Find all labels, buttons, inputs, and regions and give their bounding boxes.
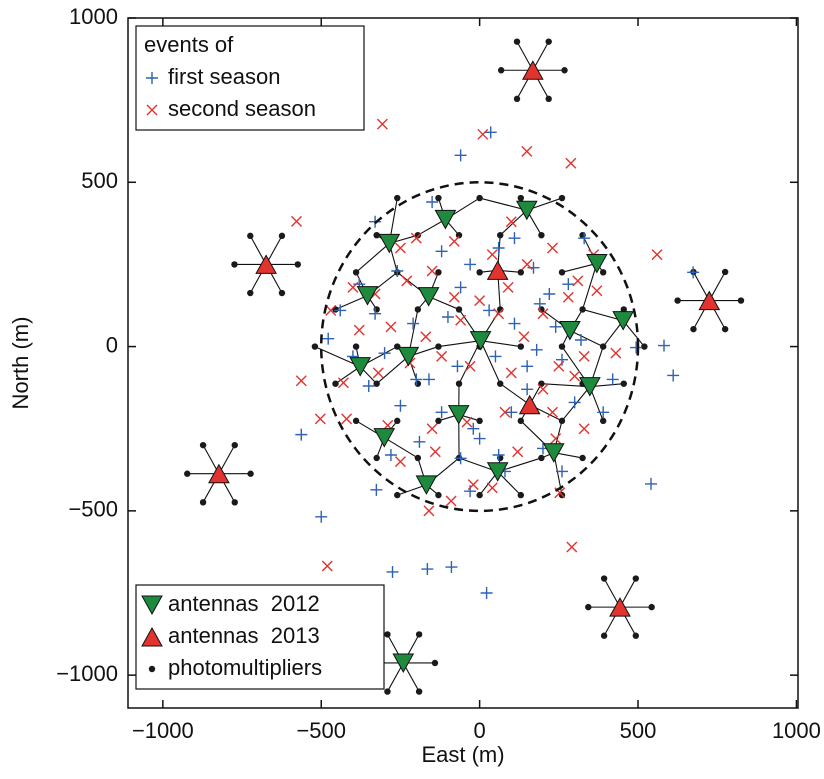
data-point bbox=[415, 306, 421, 312]
data-point bbox=[232, 442, 238, 448]
x-tick-label: 1000 bbox=[772, 718, 821, 743]
data-point bbox=[518, 418, 524, 424]
data-point bbox=[579, 455, 585, 461]
data-point bbox=[738, 297, 744, 303]
data-point bbox=[538, 455, 544, 461]
x-tick-label: 0 bbox=[474, 718, 486, 743]
data-point bbox=[476, 269, 482, 275]
data-point bbox=[600, 418, 606, 424]
legend-marker bbox=[149, 666, 155, 672]
data-point bbox=[415, 455, 421, 461]
data-point bbox=[200, 442, 206, 448]
x-tick-label: −500 bbox=[296, 718, 346, 743]
data-point bbox=[456, 381, 462, 387]
legend-label: first season bbox=[168, 64, 281, 89]
data-point bbox=[545, 38, 551, 44]
data-point bbox=[722, 326, 728, 332]
data-point bbox=[690, 326, 696, 332]
data-point bbox=[514, 96, 520, 102]
data-point bbox=[514, 38, 520, 44]
data-point bbox=[561, 67, 567, 73]
data-point bbox=[432, 660, 438, 666]
data-point bbox=[585, 604, 591, 610]
data-point bbox=[295, 261, 301, 267]
data-point bbox=[538, 232, 544, 238]
data-point bbox=[648, 604, 654, 610]
x-tick-label: −1000 bbox=[132, 718, 194, 743]
data-point bbox=[416, 631, 422, 637]
data-point bbox=[621, 381, 627, 387]
y-tick-label: 0 bbox=[106, 332, 118, 357]
data-point bbox=[476, 492, 482, 498]
data-point bbox=[601, 633, 607, 639]
data-point bbox=[279, 290, 285, 296]
y-tick-label: −500 bbox=[68, 497, 118, 522]
data-point bbox=[559, 269, 565, 275]
y-tick-label: −1000 bbox=[56, 661, 118, 686]
data-point bbox=[559, 343, 565, 349]
data-point bbox=[247, 471, 253, 477]
data-point bbox=[456, 306, 462, 312]
data-point bbox=[722, 269, 728, 275]
data-point bbox=[279, 233, 285, 239]
data-point bbox=[332, 381, 338, 387]
data-point bbox=[579, 306, 585, 312]
data-point bbox=[518, 269, 524, 275]
data-point bbox=[353, 269, 359, 275]
y-axis-label: North (m) bbox=[8, 317, 33, 410]
x-tick-label: 500 bbox=[620, 718, 657, 743]
data-point bbox=[184, 471, 190, 477]
data-point bbox=[232, 499, 238, 505]
data-point bbox=[373, 232, 379, 238]
data-point bbox=[600, 269, 606, 275]
data-point bbox=[435, 343, 441, 349]
data-point bbox=[601, 575, 607, 581]
data-point bbox=[476, 418, 482, 424]
data-point bbox=[435, 492, 441, 498]
data-point bbox=[518, 343, 524, 349]
legend-label: second season bbox=[168, 96, 316, 121]
data-point bbox=[633, 575, 639, 581]
data-point bbox=[394, 492, 400, 498]
y-tick-label: 500 bbox=[81, 168, 118, 193]
legend: events of first season second season bbox=[136, 26, 364, 130]
data-point bbox=[394, 418, 400, 424]
data-point bbox=[200, 499, 206, 505]
data-point bbox=[559, 195, 565, 201]
legend-label: photomultipliers bbox=[168, 655, 322, 680]
data-point bbox=[247, 290, 253, 296]
legend-label: antennas 2013 bbox=[168, 623, 320, 648]
data-point bbox=[373, 455, 379, 461]
data-point bbox=[497, 232, 503, 238]
legend: antennas 2012 antennas 2013 photomultiplie… bbox=[136, 585, 384, 689]
data-point bbox=[497, 381, 503, 387]
data-point bbox=[231, 261, 237, 267]
data-point bbox=[247, 233, 253, 239]
data-point bbox=[600, 343, 606, 349]
data-point bbox=[435, 195, 441, 201]
data-point bbox=[353, 418, 359, 424]
data-point bbox=[435, 418, 441, 424]
data-point bbox=[312, 343, 318, 349]
data-point bbox=[633, 633, 639, 639]
data-point bbox=[498, 67, 504, 73]
y-tick-label: 1000 bbox=[69, 4, 118, 29]
x-axis-label: East (m) bbox=[421, 742, 504, 767]
data-point bbox=[641, 343, 647, 349]
data-point bbox=[559, 418, 565, 424]
legend-label: antennas 2012 bbox=[168, 591, 320, 616]
data-point bbox=[384, 631, 390, 637]
data-point bbox=[674, 297, 680, 303]
data-point bbox=[384, 688, 390, 694]
legend-title: events of bbox=[144, 32, 234, 57]
data-point bbox=[518, 492, 524, 498]
data-point bbox=[545, 96, 551, 102]
data-point bbox=[476, 195, 482, 201]
data-point bbox=[394, 195, 400, 201]
data-point bbox=[518, 195, 524, 201]
data-point bbox=[416, 688, 422, 694]
data-point bbox=[353, 343, 359, 349]
